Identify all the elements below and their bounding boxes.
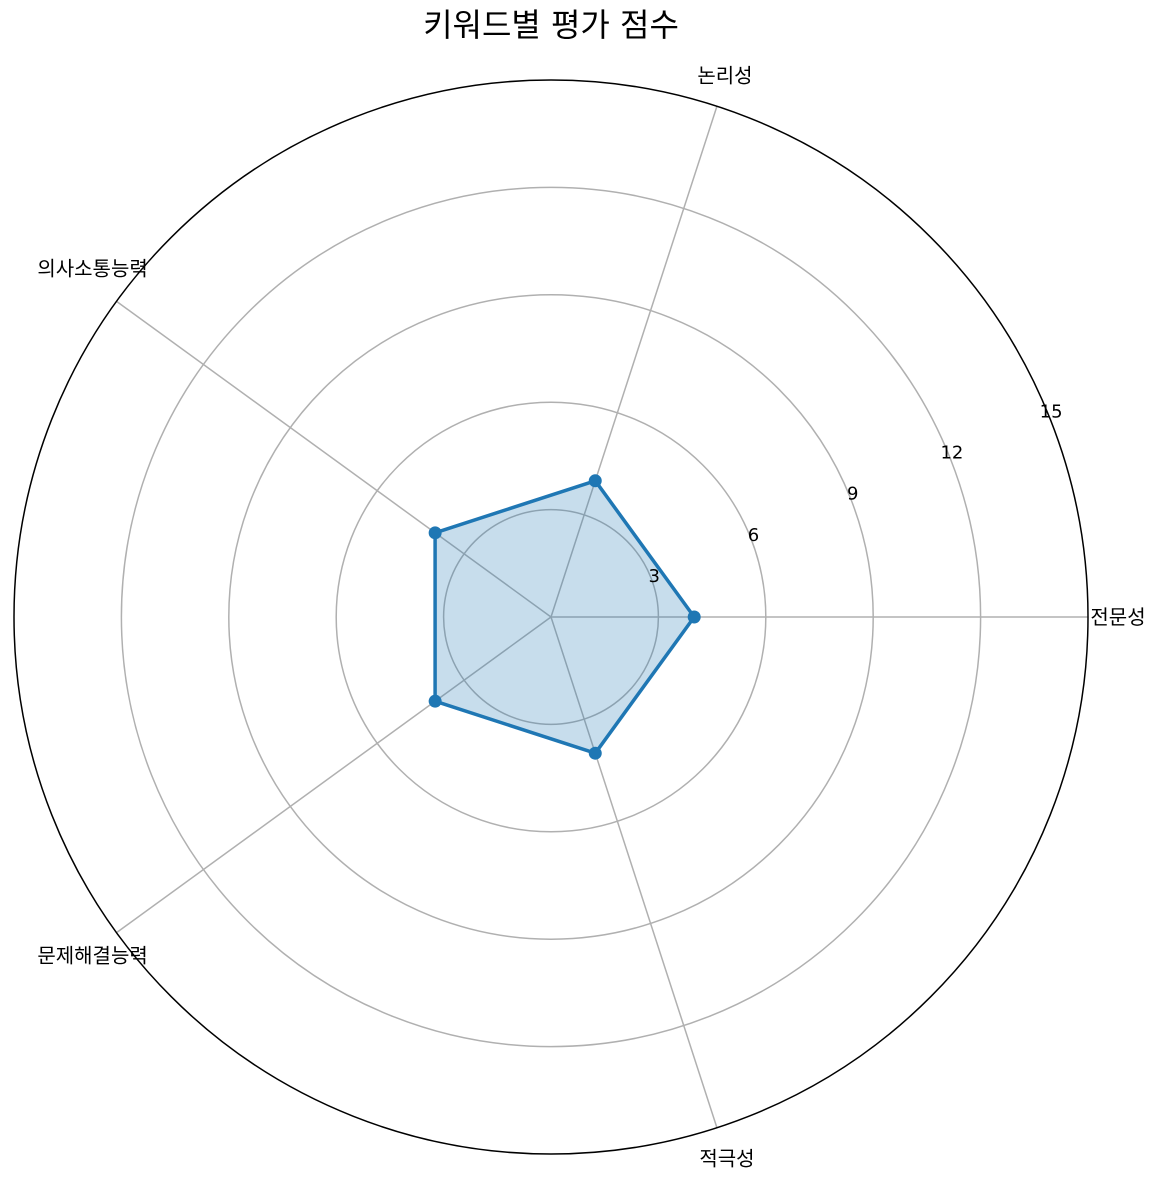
chart-title: 키워드별 평가 점수 <box>423 6 679 44</box>
axis-spoke <box>550 106 718 618</box>
axis-spoke <box>116 616 552 934</box>
series-area <box>435 480 695 754</box>
data-point <box>428 694 442 708</box>
axis-spoke <box>116 300 552 618</box>
radial-tick-label: 3 <box>648 566 659 587</box>
category-label: 전문성 <box>1090 605 1145 629</box>
data-point <box>588 474 602 488</box>
outer-frame <box>13 79 1089 1155</box>
radial-tick-label: 6 <box>748 525 759 546</box>
series-line <box>433 479 696 755</box>
category-label: 의사소통능력 <box>37 256 147 280</box>
radial-tick-label: 9 <box>847 484 858 505</box>
axis-spokes <box>116 106 1088 1128</box>
data-point <box>687 610 701 624</box>
axis-spoke <box>550 616 718 1128</box>
category-label: 적극성 <box>699 1147 754 1171</box>
radial-tick-label: 15 <box>1040 401 1063 422</box>
category-label: 문제해결능력 <box>37 944 147 968</box>
data-point <box>588 746 602 760</box>
data-point <box>428 526 442 540</box>
radial-tick-labels: 3 6 9 12 15 <box>648 401 1062 586</box>
category-label: 논리성 <box>697 63 752 87</box>
series-group <box>428 474 701 760</box>
radial-tick-label: 12 <box>940 443 963 464</box>
